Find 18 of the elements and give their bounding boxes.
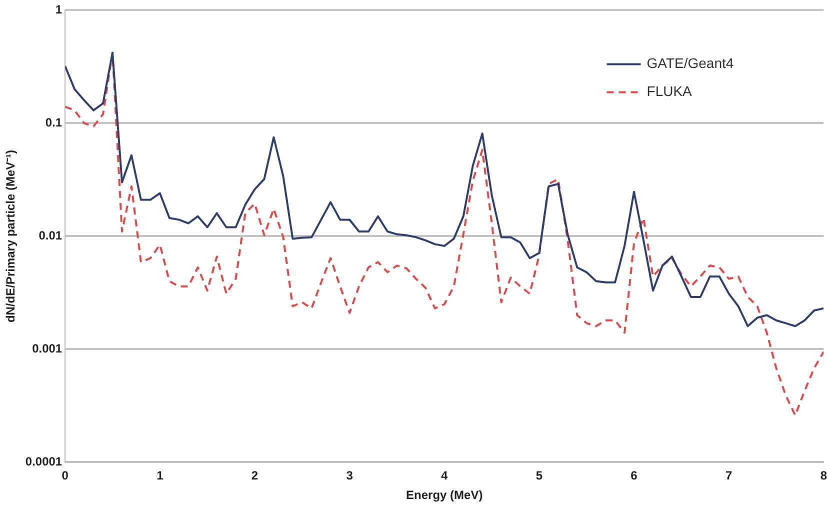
y-tick-label: 0.01 [38, 228, 62, 243]
x-tick-label: 8 [820, 468, 828, 483]
y-tick-label: 0.0001 [25, 454, 62, 469]
x-tick-label: 6 [630, 468, 638, 483]
x-tick-label: 4 [441, 468, 448, 483]
x-tick-label: 7 [726, 468, 732, 483]
legend-label: FLUKA [646, 83, 693, 100]
x-tick-label: 5 [536, 468, 543, 483]
y-tick-label: 1 [55, 2, 62, 17]
x-axis-title: Energy (MeV) [406, 488, 483, 502]
x-tick-label: 0 [62, 468, 69, 483]
x-tick-label: 3 [346, 468, 354, 483]
y-tick-label: 0.1 [45, 116, 62, 130]
legend-label: GATE/Geant4 [646, 55, 734, 72]
x-tick-label: 2 [251, 468, 258, 483]
x-tick-label: 1 [156, 468, 164, 483]
y-tick-label: 0.001 [32, 342, 62, 356]
y-axis-title: dN/dE/Primary particle (MeV⁻¹) [4, 150, 18, 323]
